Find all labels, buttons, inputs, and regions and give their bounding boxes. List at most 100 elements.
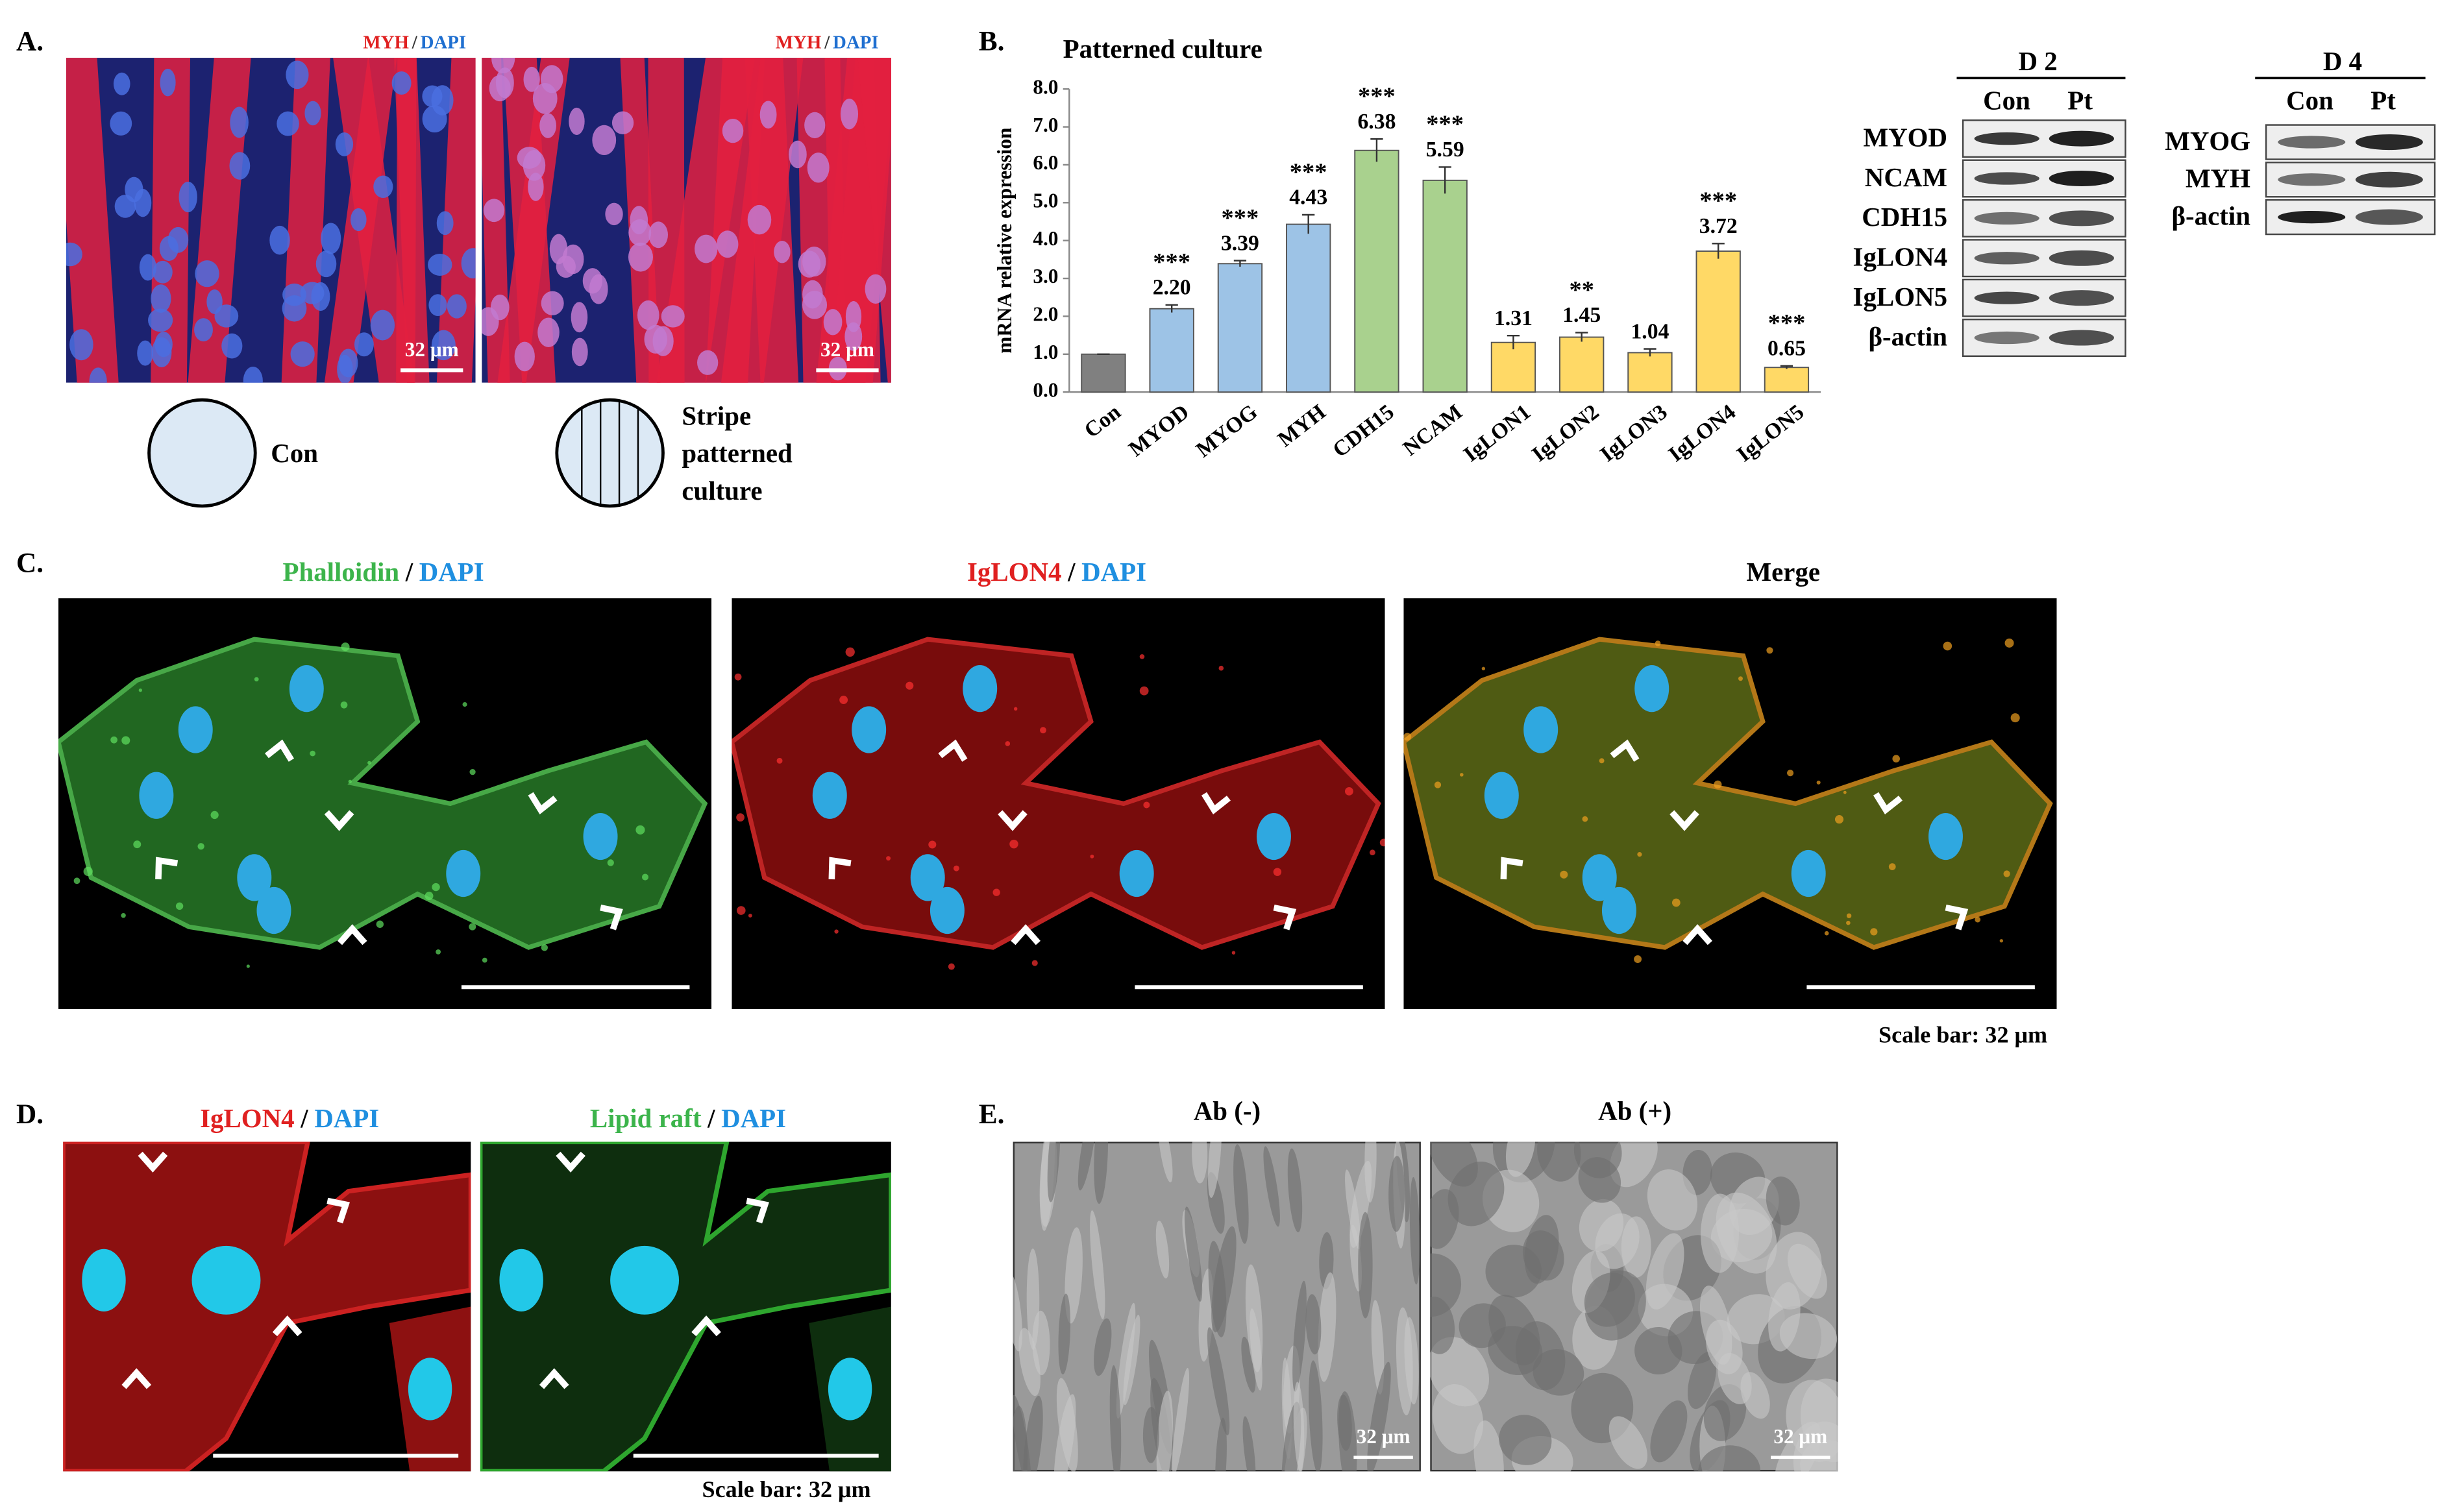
arrowhead	[691, 1315, 721, 1337]
blot-column: Con	[1983, 86, 2030, 115]
speckle	[1403, 733, 1412, 741]
cell-body	[63, 1141, 471, 1472]
cell	[1208, 1141, 1222, 1198]
x-tick-label: MYOG	[1192, 400, 1262, 462]
nucleus	[243, 366, 263, 383]
blot-band	[2278, 136, 2346, 149]
y-tick-label: 5.0	[1033, 189, 1058, 212]
cell	[1242, 1416, 1256, 1472]
myotube	[395, 58, 417, 383]
speckle	[1344, 786, 1353, 796]
nucleus	[610, 1245, 680, 1315]
legend-text: patterned	[682, 439, 793, 468]
nucleus	[351, 208, 367, 232]
y-tick-label: 2.0	[1033, 303, 1058, 326]
arrowhead	[155, 857, 179, 880]
x-tick-label: IgLON3	[1596, 400, 1672, 467]
nucleus	[637, 300, 659, 330]
scale-label: 32 μm	[820, 338, 874, 361]
stain-sep: /	[1067, 557, 1076, 587]
con-icon	[147, 398, 257, 508]
cell	[1056, 1378, 1078, 1472]
nucleus	[221, 333, 243, 359]
panel-header: Ab (-)	[1194, 1097, 1261, 1126]
cell	[1241, 1336, 1256, 1393]
value-label: 1.04	[1631, 319, 1669, 343]
nucleus	[230, 106, 249, 138]
speckle	[1655, 640, 1661, 646]
blot-band	[2049, 130, 2114, 147]
micrograph	[732, 598, 1385, 1009]
nucleus	[82, 1249, 126, 1311]
nucleus	[804, 112, 826, 139]
nucleus	[229, 152, 251, 180]
nucleus	[354, 332, 374, 357]
panel-header: IgLON4/DAPI	[200, 1104, 379, 1134]
value-label: 3.72	[1699, 214, 1738, 238]
speckle	[839, 696, 848, 705]
speckle	[1834, 815, 1844, 824]
nucleus	[648, 221, 668, 249]
cell	[1388, 1156, 1405, 1232]
y-tick-label: 1.0	[1033, 341, 1058, 363]
cell	[1058, 1293, 1071, 1375]
nucleus	[113, 72, 130, 95]
cell	[1716, 1192, 1777, 1274]
nucleus	[865, 274, 887, 304]
scale-note: Scale bar: 32 μm	[702, 1476, 871, 1502]
arrowhead	[998, 810, 1028, 831]
blot-band	[2049, 290, 2114, 306]
cell	[1367, 1361, 1391, 1472]
nucleus	[840, 98, 859, 130]
speckle	[1031, 960, 1038, 966]
value-label: 0.65	[1767, 337, 1806, 361]
nucleus	[178, 706, 213, 753]
arrowhead	[1011, 924, 1041, 945]
micrograph: 32 μm	[1430, 1141, 1838, 1472]
myotube	[855, 58, 891, 383]
bar	[1354, 149, 1399, 393]
stain: MYH	[363, 32, 409, 53]
nucleus	[289, 665, 324, 713]
nucleus	[828, 1358, 872, 1421]
speckle	[2004, 638, 2014, 648]
cell	[1404, 1317, 1419, 1405]
micrograph	[1403, 598, 2057, 1009]
stain: DAPI	[833, 32, 879, 53]
nucleus	[630, 206, 648, 235]
x-tick-label: CDH15	[1328, 400, 1398, 462]
arrowhead	[1273, 904, 1297, 931]
nucleus	[194, 318, 213, 342]
nucleus	[1634, 665, 1669, 713]
nucleus	[110, 111, 132, 136]
nucleus	[605, 202, 623, 226]
speckle	[133, 840, 142, 849]
speckle	[138, 688, 142, 692]
x-tick-label: MYH	[1274, 400, 1331, 452]
speckle	[1434, 781, 1442, 788]
bar	[1695, 250, 1741, 393]
speckle	[1943, 641, 1952, 651]
speckle	[482, 957, 487, 963]
cell	[1358, 1212, 1373, 1319]
cell	[1094, 1141, 1109, 1204]
cell	[1533, 1349, 1584, 1396]
nucleus	[461, 248, 476, 279]
speckle	[1634, 955, 1642, 964]
nucleus	[1601, 886, 1636, 934]
speckle	[2010, 713, 2020, 723]
bar	[1286, 223, 1331, 393]
panel-header: Phalloidin / DAPI	[282, 557, 484, 587]
micrograph	[482, 58, 891, 383]
cell	[1123, 1314, 1140, 1406]
blot-row-label: IgLON5	[1853, 282, 1947, 311]
nucleus	[589, 274, 608, 304]
cell-body	[732, 637, 1381, 950]
x-tick-label: IgLON2	[1527, 400, 1603, 467]
nucleus	[256, 886, 291, 934]
blot-band	[2355, 134, 2423, 151]
speckle	[436, 949, 441, 955]
bar	[1627, 352, 1673, 393]
stain-sep: /	[300, 1104, 308, 1134]
